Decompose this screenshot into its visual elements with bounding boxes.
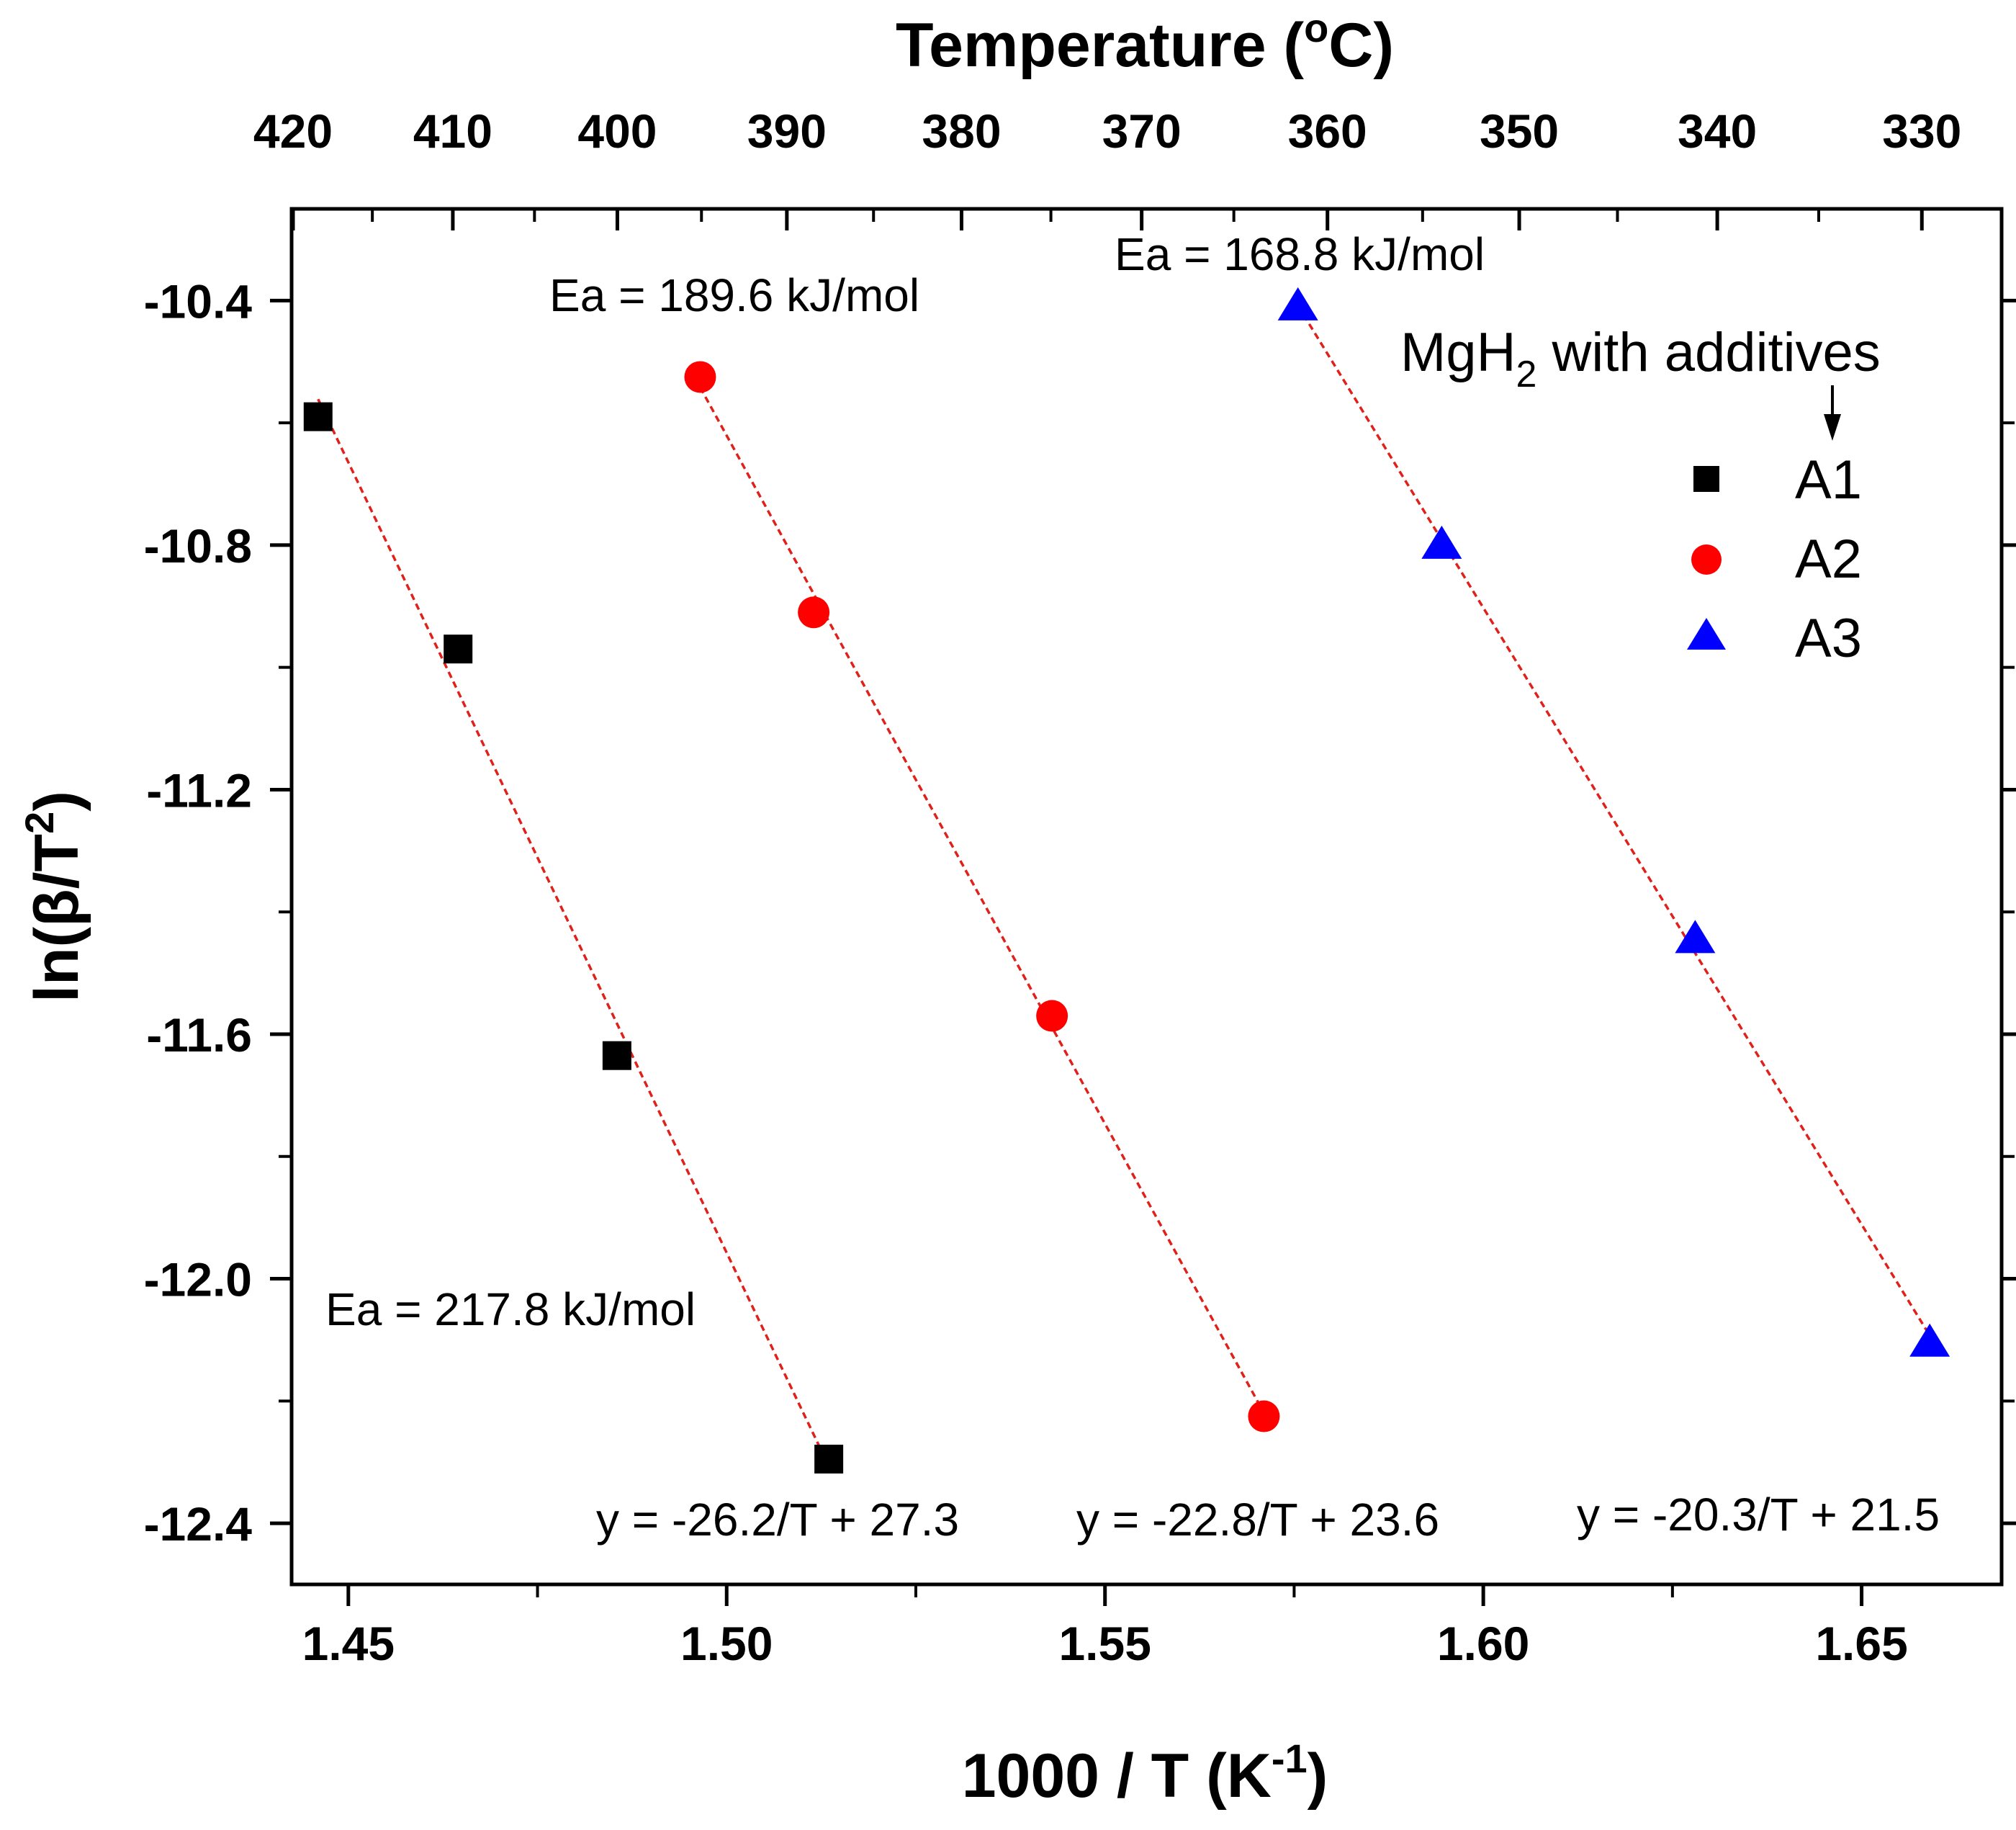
x-tick-label: 1.60 <box>1437 1617 1529 1670</box>
y-tick-label: -11.6 <box>146 1008 252 1062</box>
plot-frame <box>289 207 2004 1587</box>
legend-label-a2: A2 <box>1795 529 1862 590</box>
top-tick-label: 340 <box>1678 104 1757 158</box>
data-point-a1 <box>444 634 473 664</box>
y-tick-label: -11.2 <box>146 763 252 817</box>
top-tick-label: 360 <box>1288 104 1367 158</box>
top-tick-label: 350 <box>1480 104 1559 158</box>
top-tick-label: 400 <box>577 104 657 158</box>
top-tick-label: 380 <box>922 104 1001 158</box>
top-axis-title: Temperature (oC) <box>896 5 1394 80</box>
x-tick-label: 1.45 <box>302 1617 395 1670</box>
legend-title: MgH2 with additives <box>1400 322 1881 395</box>
data-point-a3 <box>1909 1323 1950 1357</box>
legend-marker-a3 <box>1687 618 1726 650</box>
data-point-a3 <box>1675 920 1716 954</box>
y-tick-label: -12.0 <box>144 1253 252 1306</box>
x-tick-label: 1.55 <box>1058 1617 1151 1670</box>
fit-lines <box>317 305 1931 1467</box>
fit-line-a3 <box>1297 305 1931 1337</box>
y-tick-label: -10.4 <box>144 274 253 328</box>
top-tick-label: 370 <box>1102 104 1182 158</box>
data-point-a3 <box>1277 287 1318 320</box>
legend-label-a1: A1 <box>1795 449 1862 511</box>
legend-marker-a2 <box>1691 544 1722 575</box>
legend-marker-a1 <box>1693 466 1719 492</box>
data-point-a2 <box>798 596 830 629</box>
legend: MgH2 with additives A1 A2 A3 <box>1400 322 1881 669</box>
top-tick-label: 390 <box>747 104 827 158</box>
fit-line-a1 <box>317 398 830 1467</box>
x-tick-label: 1.50 <box>680 1617 773 1670</box>
data-markers <box>303 287 1950 1474</box>
ea-label-a3: Ea = 168.8 kJ/mol <box>1115 228 1485 280</box>
top-tick-label: 330 <box>1882 104 1961 158</box>
top-tick-label: 420 <box>253 104 333 158</box>
fit-equation-a3: y = -20.3/T + 21.5 <box>1577 1489 1940 1540</box>
data-point-a3 <box>1421 525 1462 559</box>
ea-label-a1: Ea = 217.8 kJ/mol <box>325 1283 696 1335</box>
x-tick-label: 1.65 <box>1815 1617 1907 1670</box>
top-tick-label: 410 <box>413 104 492 158</box>
data-point-a1 <box>814 1444 844 1474</box>
data-point-a1 <box>602 1041 631 1070</box>
data-point-a2 <box>684 361 716 393</box>
y-tick-label: -10.8 <box>144 519 252 573</box>
x-axis-title: 1000 / T (K-1) <box>962 1736 1328 1811</box>
legend-arrow-head <box>1824 414 1841 441</box>
fit-equation-a2: y = -22.8/T + 23.6 <box>1076 1494 1439 1546</box>
data-point-a2 <box>1036 1000 1068 1032</box>
y-tick-label: -12.4 <box>144 1497 253 1551</box>
ea-label-a2: Ea = 189.6 kJ/mol <box>549 269 919 321</box>
fit-equation-a1: y = -26.2/T + 27.3 <box>596 1494 959 1546</box>
axis-ticks: 1.45 1.50 1.55 1.60 1.65 420 410 400 390 380 370 36… <box>144 104 2016 1670</box>
data-point-a2 <box>1248 1400 1280 1432</box>
legend-label-a3: A3 <box>1795 608 1862 669</box>
y-axis-title: ln(β/T2) <box>17 791 91 1003</box>
data-point-a1 <box>303 402 333 431</box>
fit-line-a2 <box>698 387 1265 1414</box>
